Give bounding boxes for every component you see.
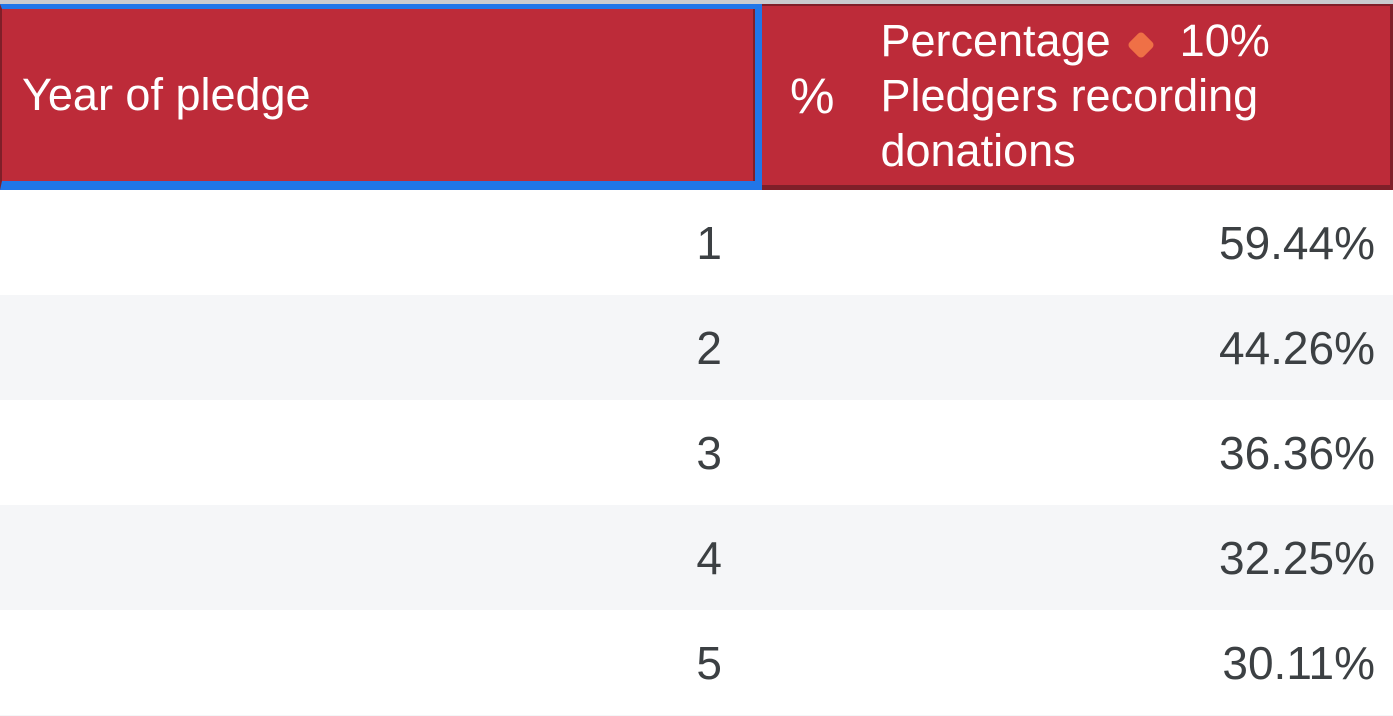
value-cell: 59.44%	[1218, 216, 1375, 269]
value-cell: 30.11%	[1222, 636, 1375, 689]
table-row: 3 36.36%	[0, 400, 1393, 505]
target-badge-value: 10%	[1179, 15, 1270, 66]
value-cell: 44.26%	[1218, 321, 1375, 374]
page-background-strip	[0, 0, 1393, 4]
table-row: 4 32.25%	[0, 505, 1393, 610]
percent-icon: %	[790, 67, 835, 124]
year-cell: 2	[696, 321, 722, 374]
value-cell: 32.25%	[1218, 531, 1375, 584]
column-header-percentage-pledgers[interactable]: % Percentage 10% Pledgers recording dona…	[762, 4, 1393, 190]
year-cell: 4	[696, 531, 722, 584]
table-row: 5 30.11%	[0, 610, 1393, 715]
column-header-label: Year of pledge	[22, 69, 311, 121]
year-cell: 3	[696, 426, 722, 479]
year-cell: 5	[696, 636, 722, 689]
year-cell: 1	[696, 216, 722, 269]
value-cell: 36.36%	[1218, 426, 1375, 479]
column-header-metric-text: Percentage 10% Pledgers recording donati…	[880, 13, 1360, 178]
column-header-year-of-pledge[interactable]: Year of pledge	[0, 4, 762, 190]
table-header-row: Year of pledge % Percentage 10% Pledgers…	[0, 4, 1393, 190]
diamond-icon	[1127, 30, 1156, 60]
table-row: 2 44.26%	[0, 295, 1393, 400]
column-header-label-part2: Pledgers recording donations	[880, 70, 1259, 176]
table-row: 1 59.44%	[0, 190, 1393, 295]
column-header-label-part1: Percentage	[880, 15, 1111, 66]
